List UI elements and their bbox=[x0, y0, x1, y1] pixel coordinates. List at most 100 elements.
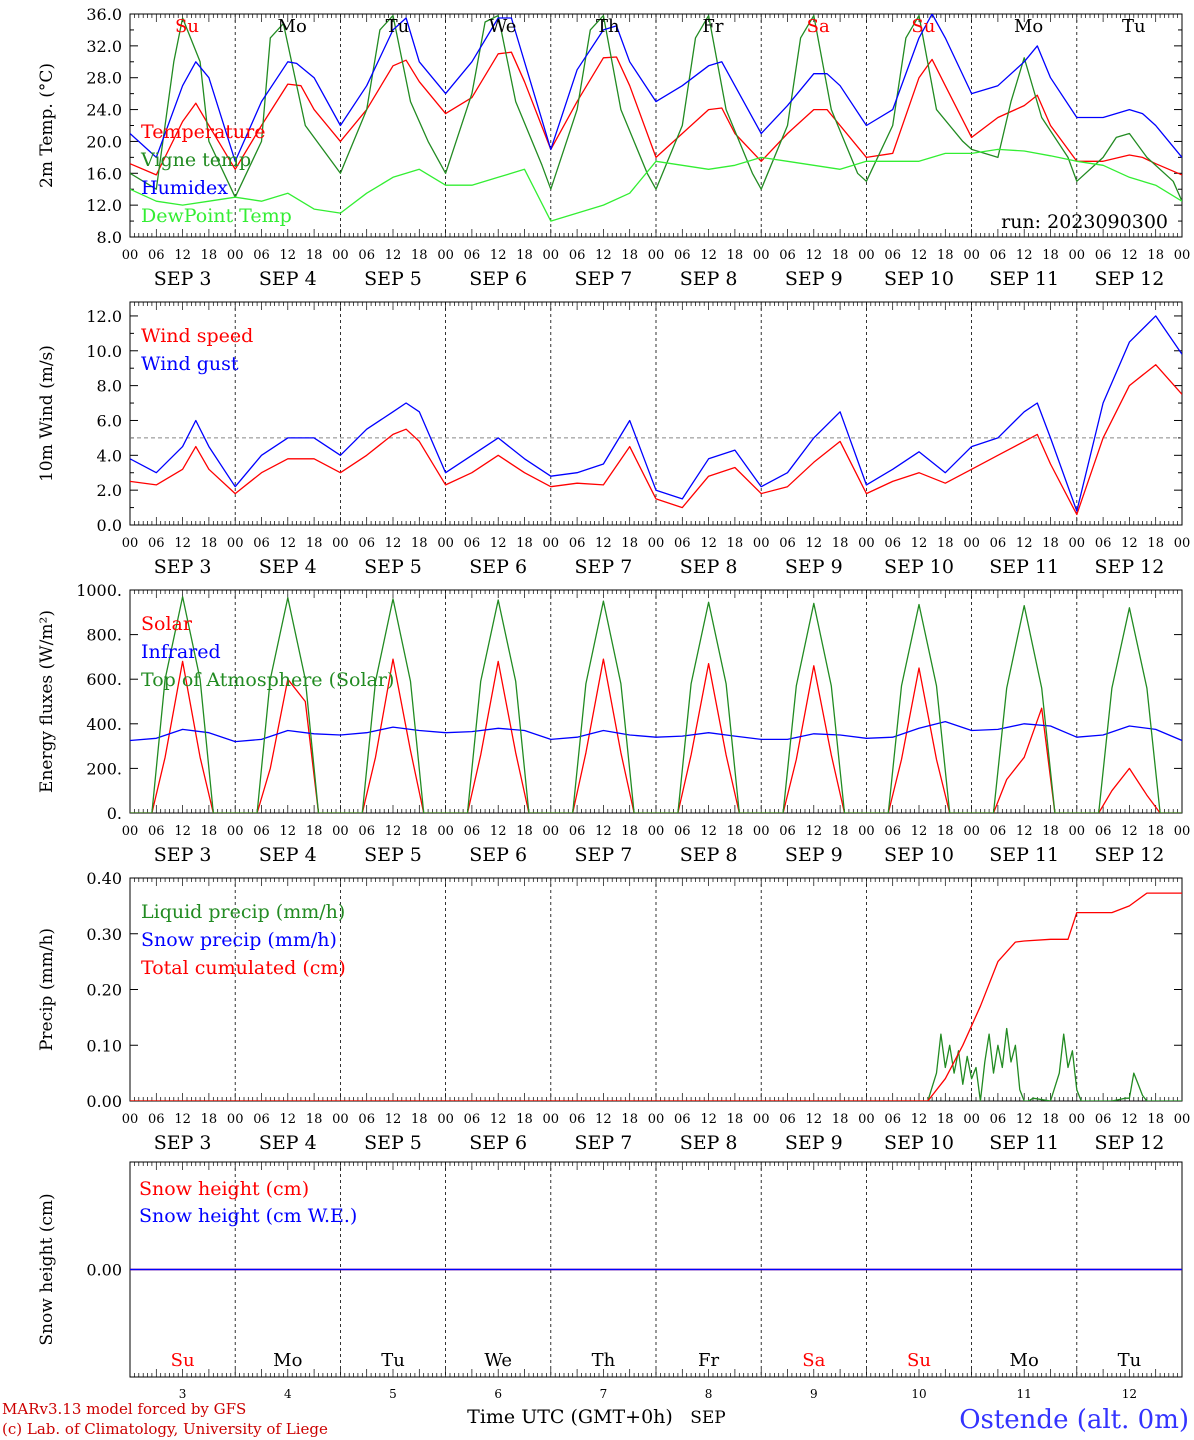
y-tick-label: 8.0 bbox=[97, 377, 122, 396]
hour-label: 12 bbox=[595, 1112, 612, 1127]
day-label: Mo bbox=[1010, 1350, 1039, 1371]
hour-label: 18 bbox=[621, 248, 638, 263]
hour-label: 06 bbox=[464, 248, 481, 263]
hour-label: 12 bbox=[280, 536, 297, 551]
hour-label: 06 bbox=[358, 248, 375, 263]
y-tick-label: 0.30 bbox=[86, 925, 122, 944]
legend-entry: Snow height (cm) bbox=[139, 1178, 309, 1200]
hour-label: 18 bbox=[411, 536, 428, 551]
hour-label: 06 bbox=[779, 248, 796, 263]
y-tick-label: 24.0 bbox=[86, 101, 122, 120]
day-label: Tu bbox=[1122, 16, 1146, 37]
day-number: 5 bbox=[389, 1387, 397, 1401]
hour-label: 12 bbox=[806, 1112, 823, 1127]
day-label: Sa bbox=[802, 1350, 825, 1371]
day-label: We bbox=[489, 16, 517, 37]
hour-label: 06 bbox=[148, 536, 165, 551]
hour-label: 12 bbox=[595, 536, 612, 551]
hour-label: 06 bbox=[990, 248, 1007, 263]
hour-label: 12 bbox=[911, 536, 928, 551]
hour-label: 18 bbox=[937, 248, 954, 263]
hour-label: 06 bbox=[779, 824, 796, 839]
date-label: SEP 8 bbox=[680, 556, 738, 578]
hour-label: 06 bbox=[253, 1112, 270, 1127]
hour-label: 12 bbox=[385, 536, 402, 551]
date-label: SEP 7 bbox=[574, 556, 632, 578]
hour-label: 06 bbox=[779, 1112, 796, 1127]
hour-label: 06 bbox=[148, 1112, 165, 1127]
day-label: Mo bbox=[273, 1350, 302, 1371]
y-tick-label: 0. bbox=[107, 804, 122, 823]
day-label: We bbox=[484, 1350, 512, 1371]
lab-credit: (c) Lab. of Climatology, University of L… bbox=[2, 1420, 328, 1438]
y-tick-label: 400. bbox=[86, 715, 122, 734]
hour-label: 06 bbox=[990, 1112, 1007, 1127]
hour-label: 18 bbox=[937, 1112, 954, 1127]
y-axis-label: 2m Temp. (°C) bbox=[37, 63, 57, 188]
date-label: SEP 3 bbox=[154, 1132, 212, 1154]
y-tick-label: 12.0 bbox=[86, 196, 122, 215]
hour-label: 06 bbox=[148, 248, 165, 263]
date-label: SEP 11 bbox=[989, 1132, 1059, 1154]
hour-label: 18 bbox=[727, 1112, 744, 1127]
date-label: SEP 3 bbox=[154, 556, 212, 578]
hour-label: 06 bbox=[674, 824, 691, 839]
hour-label: 12 bbox=[174, 536, 191, 551]
hour-label: 00 bbox=[753, 536, 770, 551]
y-tick-label: 0.00 bbox=[86, 1261, 122, 1280]
hour-label: 06 bbox=[253, 536, 270, 551]
series-line-total-cumulated-cm- bbox=[130, 892, 1182, 1101]
day-number: 12 bbox=[1122, 1387, 1137, 1401]
hour-label: 06 bbox=[990, 536, 1007, 551]
date-label: SEP 12 bbox=[1094, 268, 1164, 290]
hour-label: 06 bbox=[464, 1112, 481, 1127]
y-tick-label: 0.00 bbox=[86, 1092, 122, 1111]
hour-label: 18 bbox=[1042, 248, 1059, 263]
hour-label: 12 bbox=[385, 1112, 402, 1127]
date-label: SEP 9 bbox=[785, 1132, 843, 1154]
y-tick-label: 36.0 bbox=[86, 5, 122, 24]
date-label: SEP 12 bbox=[1094, 844, 1164, 866]
hour-label: 06 bbox=[674, 248, 691, 263]
plot-frame bbox=[129, 13, 1183, 238]
hour-label: 06 bbox=[1095, 536, 1112, 551]
hour-label: 12 bbox=[700, 248, 717, 263]
day-label: Su bbox=[171, 1350, 195, 1371]
series-line-infrared bbox=[130, 720, 1182, 743]
panel-temp: 8.0 12.0 16.0 20.0 24.0 28.0 32.0 36.0 2m Temp. … bbox=[37, 5, 1190, 290]
legend-entry: Temperature bbox=[141, 121, 265, 143]
hour-label: 18 bbox=[1147, 536, 1164, 551]
hour-label: 18 bbox=[621, 1112, 638, 1127]
y-tick-label: 2.0 bbox=[97, 481, 122, 500]
hour-label: 00 bbox=[648, 248, 665, 263]
hour-label: 18 bbox=[727, 824, 744, 839]
hour-label: 12 bbox=[806, 248, 823, 263]
hour-label: 12 bbox=[1016, 1112, 1033, 1127]
y-tick-label: 600. bbox=[86, 670, 122, 689]
hour-ticks bbox=[129, 302, 1183, 525]
date-label: SEP 10 bbox=[884, 844, 954, 866]
hour-label: 12 bbox=[595, 248, 612, 263]
station-name: Ostende (alt. 0m) bbox=[959, 1405, 1189, 1435]
hour-label: 00 bbox=[648, 1112, 665, 1127]
y-tick-label: 200. bbox=[86, 759, 122, 778]
day-label: Su bbox=[911, 16, 935, 37]
series-line-solar bbox=[130, 658, 1182, 813]
day-number: 3 bbox=[179, 1387, 187, 1401]
hour-label: 12 bbox=[1016, 248, 1033, 263]
y-tick-label: 0.20 bbox=[86, 981, 122, 1000]
y-tick-label: 6.0 bbox=[97, 411, 122, 430]
hour-label: 18 bbox=[516, 1112, 533, 1127]
hour-label: 00 bbox=[1069, 824, 1086, 839]
hour-label: 18 bbox=[832, 1112, 849, 1127]
hour-label: 12 bbox=[700, 824, 717, 839]
day-number: 11 bbox=[1017, 1387, 1032, 1401]
legend-entry: Top of Atmosphere (Solar) bbox=[141, 669, 394, 691]
date-label: SEP 9 bbox=[785, 844, 843, 866]
panel-wind: 0.0 2.0 4.0 6.0 8.0 10.0 12.0 10m Wind (m/s) Win… bbox=[37, 301, 1190, 578]
y-tick-label: 0.40 bbox=[86, 869, 122, 888]
hour-label: 00 bbox=[437, 536, 454, 551]
hour-label: 06 bbox=[884, 536, 901, 551]
date-label: SEP 4 bbox=[259, 1132, 317, 1154]
hour-label: 00 bbox=[227, 824, 244, 839]
